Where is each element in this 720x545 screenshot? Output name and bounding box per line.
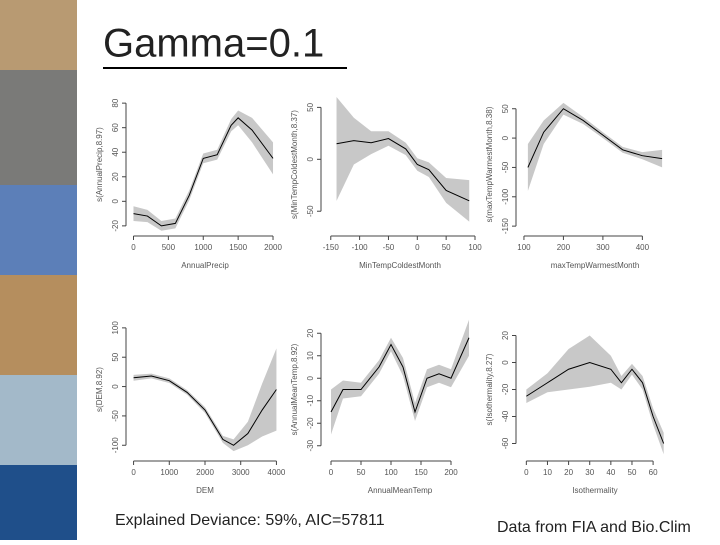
x-tick-label: 0 <box>524 468 529 477</box>
slide-title: Gamma=0.1 <box>103 22 324 66</box>
x-tick-label: 100 <box>517 243 531 252</box>
x-tick-label: 0 <box>415 243 420 252</box>
x-tick-label: 20 <box>564 468 573 477</box>
y-axis-label: s(maxTempWarmestMonth,8.38) <box>485 106 494 222</box>
y-tick-label: 50 <box>111 352 120 361</box>
image-strip <box>0 70 77 185</box>
x-axis-label: Isothermality <box>572 486 617 495</box>
y-tick-label: 20 <box>111 172 120 181</box>
smooth-line <box>526 361 665 444</box>
image-strip <box>0 375 77 465</box>
x-tick-label: -50 <box>383 243 395 252</box>
y-tick-label: 50 <box>306 102 315 111</box>
y-tick-label: -30 <box>306 439 315 451</box>
y-tick-label: -50 <box>306 205 315 217</box>
y-tick-label: 0 <box>501 135 510 140</box>
smooth-line <box>133 117 274 227</box>
x-tick-label: -150 <box>323 243 340 252</box>
x-tick-label: 50 <box>357 468 366 477</box>
confidence-band <box>331 319 469 435</box>
x-tick-label: 100 <box>468 243 482 252</box>
x-tick-label: 50 <box>442 243 451 252</box>
y-tick-label: 0 <box>501 360 510 365</box>
y-tick-label: 40 <box>111 147 120 156</box>
x-tick-label: 0 <box>131 468 136 477</box>
x-tick-label: 0 <box>329 468 334 477</box>
confidence-band <box>133 348 277 452</box>
smooth-line <box>330 337 470 414</box>
confidence-band <box>133 110 274 231</box>
x-tick-label: 200 <box>557 243 571 252</box>
image-strip <box>0 0 77 70</box>
y-tick-label: 10 <box>306 351 315 360</box>
x-tick-label: 300 <box>596 243 610 252</box>
y-axis-label: s(AnnualMeanTemp,8.92) <box>290 343 299 435</box>
x-axis-label: AnnualPrecip <box>181 261 229 270</box>
y-tick-label: 50 <box>501 104 510 113</box>
x-tick-label: 40 <box>606 468 615 477</box>
x-axis-label: AnnualMeanTemp <box>368 486 433 495</box>
x-tick-label: 100 <box>384 468 398 477</box>
x-tick-label: 400 <box>636 243 650 252</box>
y-axis-label: s(Isothermality,8.27) <box>485 353 494 425</box>
y-tick-label: 0 <box>111 384 120 389</box>
x-axis-label: DEM <box>196 486 214 495</box>
y-tick-label: 0 <box>306 375 315 380</box>
smooth-line <box>336 138 470 202</box>
y-tick-label: -20 <box>306 417 315 429</box>
x-tick-label: 1500 <box>229 243 247 252</box>
y-axis-label: s(DEM,8.92) <box>95 367 104 412</box>
y-tick-label: -150 <box>501 218 510 235</box>
image-strip <box>0 465 77 540</box>
y-tick-label: -50 <box>111 410 120 422</box>
y-axis-label: s(AnnualPrecip,8.97) <box>95 127 104 202</box>
x-tick-label: 1000 <box>160 468 178 477</box>
x-tick-label: 0 <box>131 243 136 252</box>
y-tick-label: 100 <box>111 321 120 335</box>
confidence-band <box>336 97 470 222</box>
y-tick-label: -50 <box>501 161 510 173</box>
image-strip <box>0 185 77 275</box>
y-tick-label: -100 <box>111 437 120 454</box>
x-tick-label: 1000 <box>194 243 212 252</box>
y-tick-label: -60 <box>501 437 510 449</box>
y-tick-label: 80 <box>111 98 120 107</box>
y-tick-label: -10 <box>306 394 315 406</box>
footer-note: Data from FIA and Bio.Clim <box>497 519 691 536</box>
smooth-line <box>133 375 277 446</box>
y-tick-label: 20 <box>501 331 510 340</box>
x-tick-label: 60 <box>649 468 658 477</box>
x-tick-label: 4000 <box>268 468 286 477</box>
x-tick-label: 2000 <box>264 243 282 252</box>
x-tick-label: 3000 <box>232 468 250 477</box>
smooth-line <box>527 108 663 168</box>
y-tick-label: -20 <box>111 220 120 232</box>
image-strip <box>0 275 77 375</box>
x-axis-label: maxTempWarmestMonth <box>551 261 640 270</box>
x-tick-label: 50 <box>628 468 637 477</box>
y-tick-label: 0 <box>111 199 120 204</box>
x-tick-label: 30 <box>585 468 594 477</box>
confidence-band <box>527 102 663 191</box>
x-tick-label: -100 <box>352 243 369 252</box>
x-tick-label: 10 <box>543 468 552 477</box>
footer-note: Explained Deviance: 59%, AIC=57811 <box>115 512 385 529</box>
x-tick-label: 2000 <box>196 468 214 477</box>
x-tick-label: 500 <box>162 243 176 252</box>
x-tick-label: 150 <box>414 468 428 477</box>
y-tick-label: 20 <box>306 328 315 337</box>
y-tick-label: -20 <box>501 383 510 395</box>
confidence-band <box>526 335 664 455</box>
x-tick-label: 200 <box>444 468 458 477</box>
y-tick-label: 0 <box>306 157 315 162</box>
y-tick-label: 60 <box>111 123 120 132</box>
y-axis-label: s(MinTempColdestMonth,8.37) <box>290 110 299 219</box>
y-tick-label: -40 <box>501 410 510 422</box>
x-axis-label: MinTempColdestMonth <box>359 261 441 270</box>
y-tick-label: -100 <box>501 188 510 205</box>
